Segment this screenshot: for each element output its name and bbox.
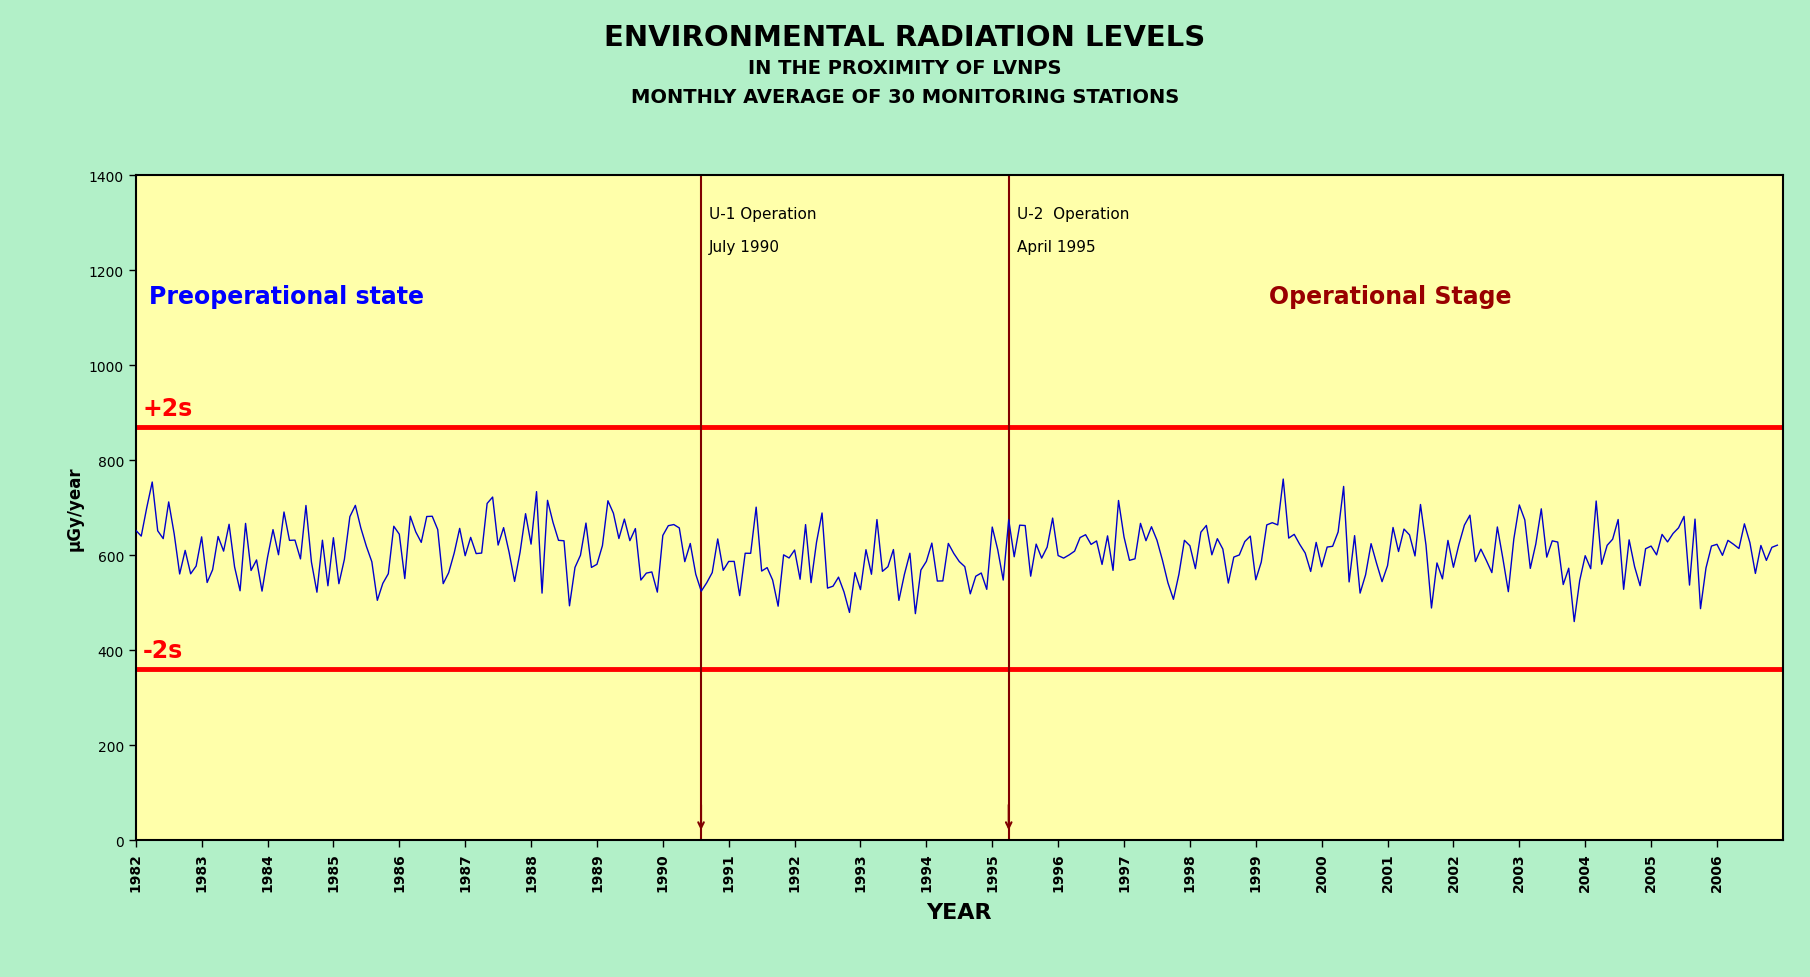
Text: July 1990: July 1990: [710, 239, 780, 255]
Text: +2s: +2s: [143, 397, 192, 420]
X-axis label: YEAR: YEAR: [927, 902, 992, 922]
Text: U-2  Operation: U-2 Operation: [1017, 206, 1129, 222]
Text: April 1995: April 1995: [1017, 239, 1095, 255]
Text: -2s: -2s: [143, 639, 183, 662]
Text: U-1 Operation: U-1 Operation: [710, 206, 816, 222]
Text: Operational Stage: Operational Stage: [1269, 285, 1511, 309]
Text: IN THE PROXIMITY OF LVNPS: IN THE PROXIMITY OF LVNPS: [748, 59, 1062, 77]
Text: MONTHLY AVERAGE OF 30 MONITORING STATIONS: MONTHLY AVERAGE OF 30 MONITORING STATION…: [632, 88, 1178, 106]
Text: ENVIRONMENTAL RADIATION LEVELS: ENVIRONMENTAL RADIATION LEVELS: [605, 24, 1205, 53]
Text: Preoperational state: Preoperational state: [148, 285, 424, 309]
Y-axis label: μGy/year: μGy/year: [65, 466, 83, 550]
